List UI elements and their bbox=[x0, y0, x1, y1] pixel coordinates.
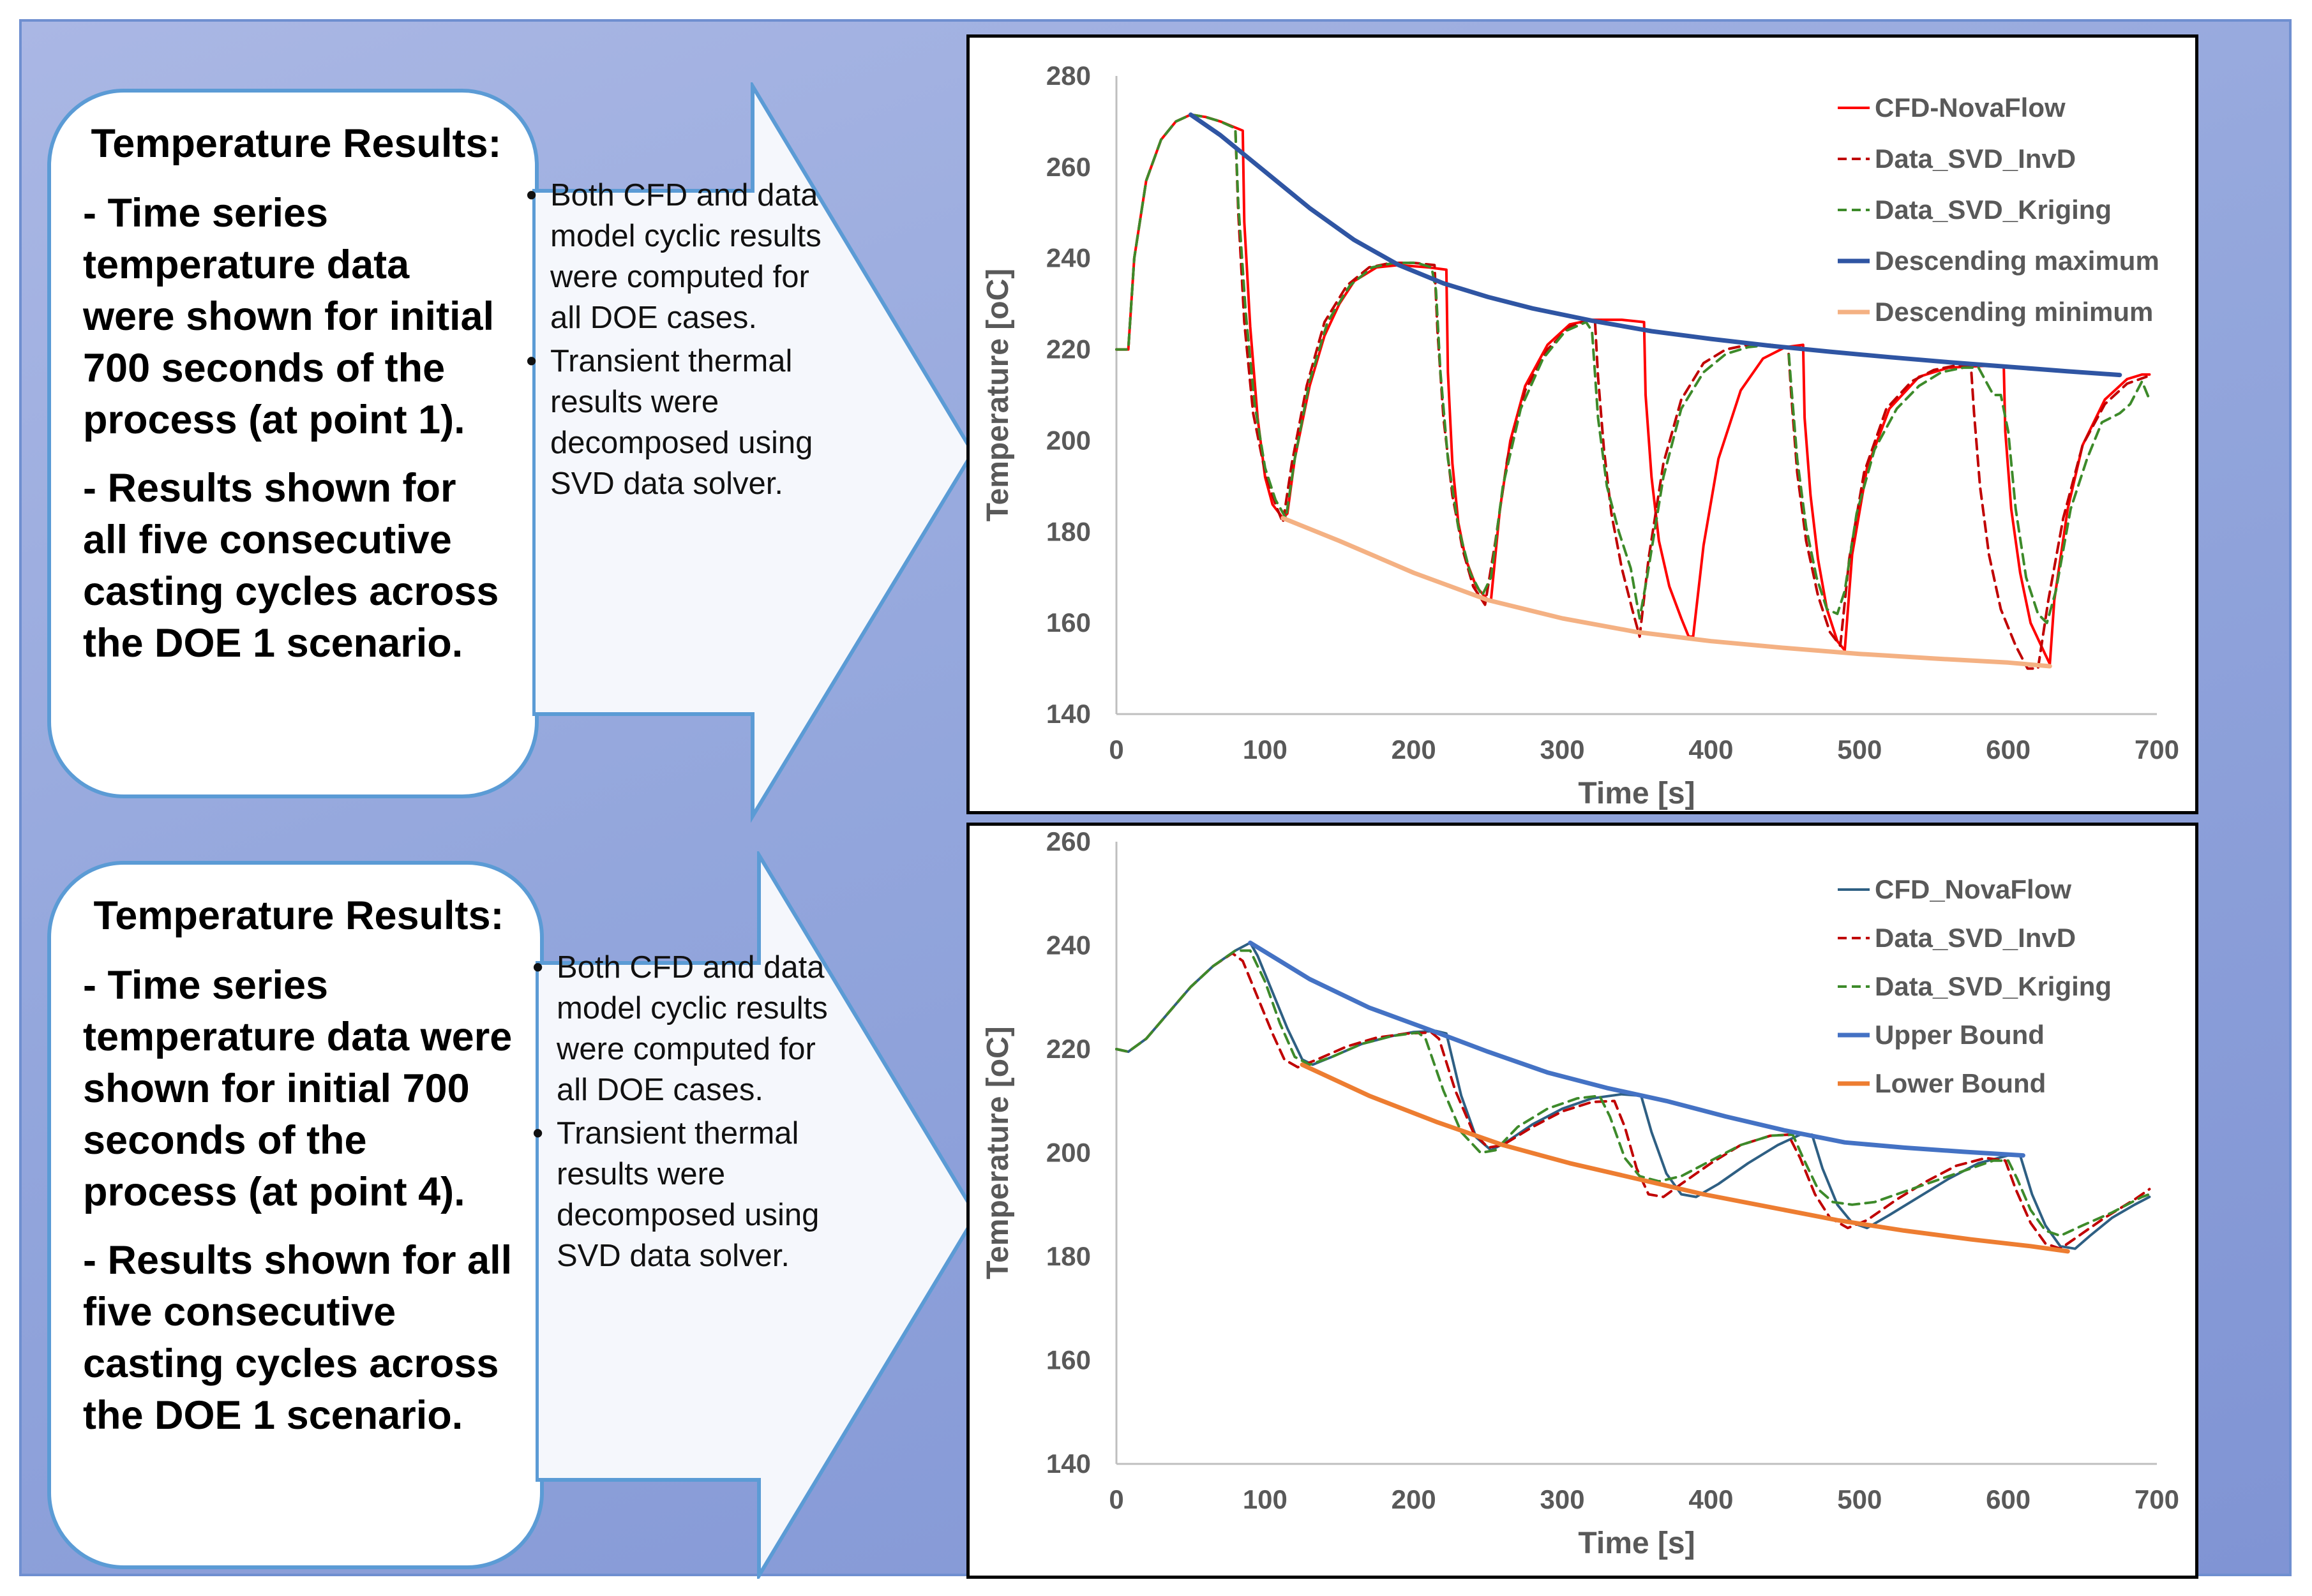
series-line bbox=[1115, 951, 2151, 1250]
y-tick-label: 280 bbox=[1046, 61, 1091, 91]
x-tick-label: 300 bbox=[1540, 1484, 1585, 1514]
x-axis-label: Time [s] bbox=[1578, 1526, 1695, 1560]
chart-frame-bottom: 140 160 180 200 220 240 260 0 100 200 300 400 500 600… bbox=[966, 823, 2198, 1579]
x-tick-label: 200 bbox=[1392, 735, 1436, 764]
y-tick-label: 180 bbox=[1046, 1241, 1091, 1271]
legend-label: Data_SVD_Kriging bbox=[1875, 195, 2112, 225]
legend-label: Data_SVD_Kriging bbox=[1875, 971, 2112, 1001]
y-tick-label: 160 bbox=[1046, 1345, 1091, 1375]
results-box-paragraph: - Time series temperature data were show… bbox=[83, 191, 495, 442]
y-tick-label: 260 bbox=[1046, 152, 1091, 182]
x-tick-label: 100 bbox=[1243, 735, 1287, 764]
x-tick-label: 200 bbox=[1392, 1484, 1436, 1514]
legend-label: Lower Bound bbox=[1875, 1068, 2046, 1098]
arrow-text-top: Both CFD and data model cyclic results w… bbox=[526, 175, 832, 507]
legend-label: Upper Bound bbox=[1875, 1020, 2045, 1050]
arrow-bullet: Transient thermal results were decompose… bbox=[532, 1113, 832, 1276]
legend-label: Data_SVD_InvD bbox=[1875, 923, 2076, 953]
temperature-chart-point-4: 140 160 180 200 220 240 260 0 100 200 300 400 500 600… bbox=[981, 826, 2179, 1560]
slide-background: Temperature Results: - Time series tempe… bbox=[19, 19, 2292, 1579]
series-line bbox=[1115, 949, 2151, 1237]
y-tick-label: 200 bbox=[1046, 1138, 1091, 1168]
chart-frame-top: 140 160 180 200 220 240 260 280 0 100 200 300 400 500… bbox=[966, 34, 2198, 814]
y-tick-label: 200 bbox=[1046, 425, 1091, 455]
x-tick-label: 400 bbox=[1688, 735, 1733, 764]
y-tick-label: 160 bbox=[1046, 608, 1091, 638]
results-box-title: Temperature Results: bbox=[93, 893, 504, 938]
y-tick-label: 220 bbox=[1046, 334, 1091, 364]
series-line bbox=[1115, 113, 2148, 670]
x-axis-label: Time [s] bbox=[1578, 777, 1695, 810]
x-tick-label: 0 bbox=[1109, 1484, 1123, 1514]
x-tick-label: 300 bbox=[1540, 735, 1585, 764]
results-box-paragraph: - Results shown for all five consecutive… bbox=[83, 466, 499, 666]
results-box-paragraph: - Time series temperature data were show… bbox=[83, 963, 513, 1214]
results-box-bottom: Temperature Results: - Time series tempe… bbox=[47, 861, 544, 1569]
arrow-bullet: Transient thermal results were decompose… bbox=[526, 341, 832, 504]
series-line bbox=[1300, 1062, 2070, 1254]
y-tick-label: 240 bbox=[1046, 930, 1091, 960]
y-axis-label: Temperature [oC] bbox=[981, 269, 1015, 522]
temperature-chart-point-1: 140 160 180 200 220 240 260 280 0 100 200 300 400 500… bbox=[981, 61, 2179, 810]
y-tick-label: 140 bbox=[1046, 1449, 1091, 1479]
x-tick-label: 500 bbox=[1837, 1484, 1882, 1514]
series-line bbox=[1115, 113, 2151, 625]
x-tick-label: 600 bbox=[1986, 1484, 2031, 1514]
results-box-top: Temperature Results: - Time series tempe… bbox=[47, 89, 539, 798]
results-box-paragraph: - Results shown for all five consecutive… bbox=[83, 1238, 513, 1438]
y-tick-label: 240 bbox=[1046, 243, 1091, 273]
x-tick-label: 500 bbox=[1837, 735, 1882, 764]
y-tick-label: 140 bbox=[1046, 699, 1091, 729]
series-line bbox=[1248, 940, 2025, 1158]
x-tick-label: 600 bbox=[1986, 735, 2031, 764]
y-tick-label: 220 bbox=[1046, 1034, 1091, 1064]
x-tick-label: 700 bbox=[2135, 1484, 2179, 1514]
y-tick-label: 180 bbox=[1046, 516, 1091, 546]
legend-label: CFD_NovaFlow bbox=[1875, 874, 2071, 904]
x-tick-label: 0 bbox=[1109, 735, 1123, 764]
legend-label: CFD-NovaFlow bbox=[1875, 93, 2066, 123]
x-tick-label: 700 bbox=[2135, 735, 2179, 764]
legend-label: Descending minimum bbox=[1875, 297, 2153, 327]
series-line bbox=[1188, 112, 2122, 378]
y-tick-label: 260 bbox=[1046, 826, 1091, 856]
arrow-bullet: Both CFD and data model cyclic results w… bbox=[532, 947, 832, 1110]
y-axis-label: Temperature [oC] bbox=[981, 1026, 1015, 1279]
arrow-bullet: Both CFD and data model cyclic results w… bbox=[526, 175, 832, 338]
arrow-text-bottom: Both CFD and data model cyclic results w… bbox=[532, 947, 832, 1279]
series-line bbox=[1280, 516, 2052, 669]
results-box-title: Temperature Results: bbox=[91, 121, 502, 166]
x-tick-label: 400 bbox=[1688, 1484, 1733, 1514]
legend-label: Descending maximum bbox=[1875, 246, 2159, 276]
legend-label: Data_SVD_InvD bbox=[1875, 144, 2076, 174]
x-tick-label: 100 bbox=[1243, 1484, 1287, 1514]
